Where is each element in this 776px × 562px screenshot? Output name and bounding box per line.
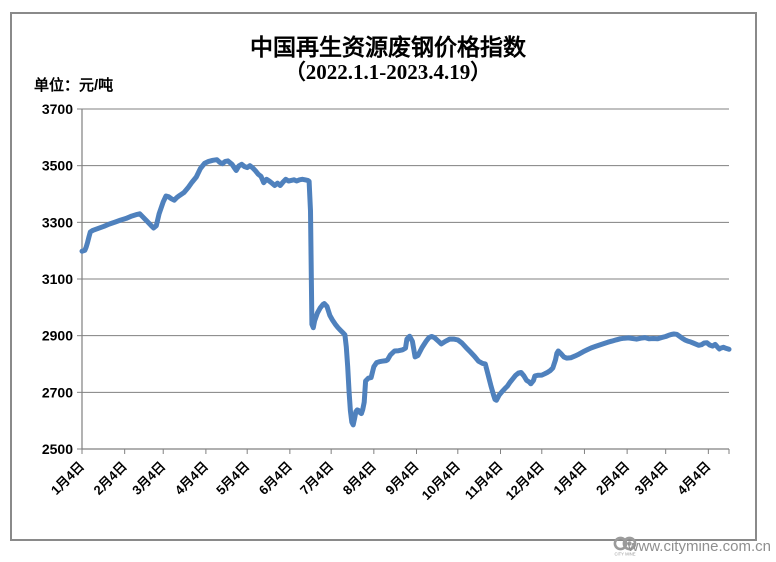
citymine-logo-icon: CITY MINE	[611, 536, 641, 557]
x-axis-label: 9月4日	[382, 459, 421, 498]
x-axis-label: 2月4日	[91, 459, 130, 498]
logo-caption: CITY MINE	[614, 552, 635, 557]
x-axis-label: 3月4日	[632, 459, 671, 498]
x-axis-label: 12月4日	[503, 459, 547, 503]
x-axis-label: 3月4日	[129, 459, 168, 498]
x-axis-label: 8月4日	[340, 459, 379, 498]
x-axis-label: 4月4日	[172, 459, 211, 498]
x-axis-label: 6月4日	[256, 459, 295, 498]
x-axis-label: 7月4日	[297, 459, 336, 498]
price-index-series-line	[79, 157, 732, 428]
y-axis-label: 2700	[42, 384, 73, 400]
y-axis-label: 3100	[42, 271, 73, 287]
x-axis-label: 1月4日	[48, 459, 87, 498]
x-axis-label: 11月4日	[462, 459, 506, 503]
chart-subtitle: （2022.1.1-2023.4.19）	[284, 60, 492, 84]
y-axis-label: 3500	[42, 158, 73, 174]
x-axis-label: 1月4日	[550, 459, 589, 498]
y-axis-label: 3300	[42, 214, 73, 230]
y-axis-label: 2500	[42, 441, 73, 457]
unit-label: 单位：元/吨	[34, 77, 114, 94]
x-axis-label: 10月4日	[419, 459, 463, 503]
logo-circle-right	[622, 536, 637, 551]
y-axis-label: 2900	[42, 328, 73, 344]
logo-circle-left	[613, 536, 628, 551]
x-axis-label: 5月4日	[213, 459, 252, 498]
y-axis-label: 3700	[42, 101, 73, 117]
chart-title: 中国再生资源废钢价格指数	[250, 35, 526, 60]
logo-dot	[627, 541, 632, 546]
x-axis-label: 4月4日	[674, 459, 713, 498]
chart-frame	[10, 12, 757, 541]
website-url: www.citymine.com.cn	[627, 538, 771, 555]
x-axis-label: 2月4日	[593, 459, 632, 498]
